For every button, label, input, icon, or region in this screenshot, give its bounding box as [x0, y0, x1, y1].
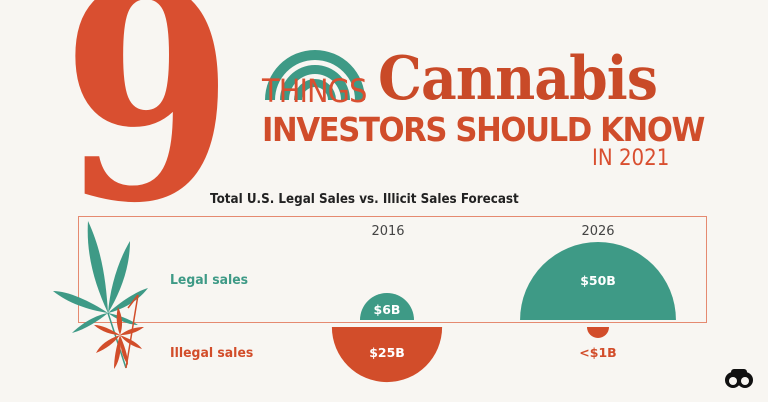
- title-cannabis: Cannabis: [378, 44, 658, 114]
- title-investors: INVESTORS SHOULD KNOW: [262, 110, 705, 149]
- semicircle-legal-2016: [360, 293, 414, 320]
- category-label-2026: 2026: [581, 224, 615, 239]
- cannabis-leaf-icon: [53, 221, 148, 369]
- semicircle-illegal-2016: [331, 327, 443, 383]
- semicircle-legal-2026: [520, 242, 676, 320]
- binoculars-logo-icon[interactable]: [725, 369, 753, 388]
- title-year: IN 2021: [592, 146, 670, 171]
- legal-sales-frame: [78, 216, 707, 323]
- legend-legal-sales: Legal sales: [170, 272, 249, 288]
- data-label-legal-2026: $50B: [580, 273, 616, 288]
- rainbow-arc-icon: [265, 50, 365, 100]
- big-number-nine: 9: [62, 0, 234, 267]
- data-label-illegal-2016: $25B: [369, 345, 405, 360]
- semicircle-illegal-2026: [586, 327, 610, 339]
- title-things: THINGS: [262, 72, 367, 110]
- data-label-legal-2016: $6B: [373, 302, 401, 317]
- cannabis-leaf-icon: [94, 307, 144, 369]
- legend-illegal-sales: Illegal sales: [170, 345, 254, 361]
- chart-marks: [331, 242, 676, 383]
- chart-title: Total U.S. Legal Sales vs. Illicit Sales…: [210, 192, 519, 207]
- data-label-illegal-2026: <$1B: [579, 345, 617, 360]
- category-label-2016: 2016: [371, 224, 405, 239]
